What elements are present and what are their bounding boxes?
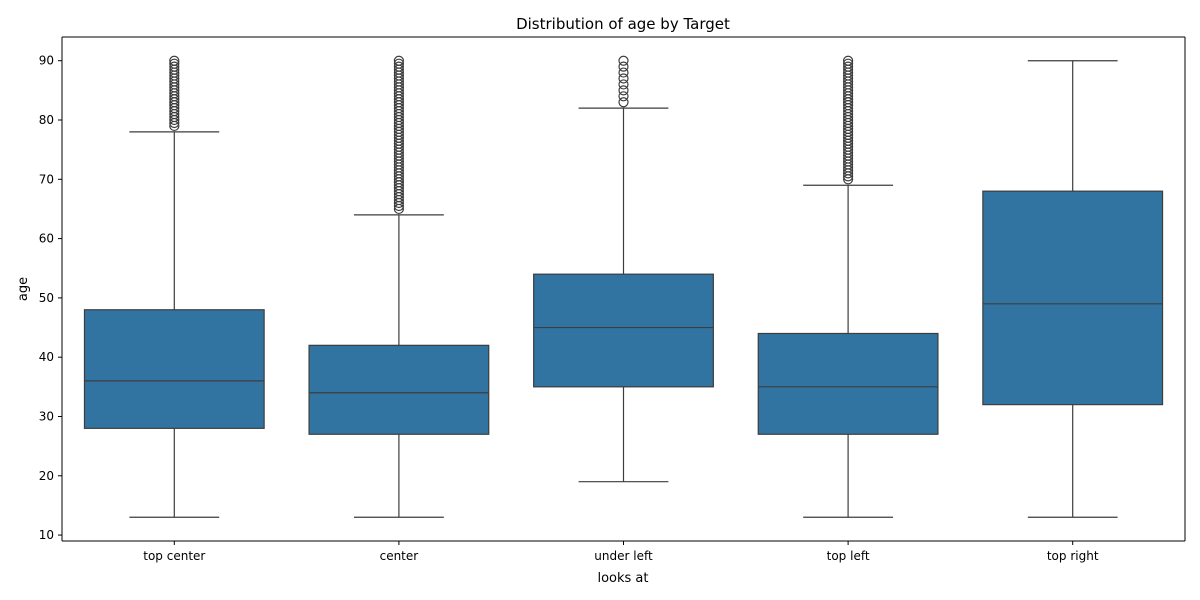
x-tick-label: center <box>380 549 419 563</box>
x-tick-label: top right <box>1047 549 1099 563</box>
outlier-point <box>842 58 854 69</box>
outlier-point <box>393 61 404 72</box>
outlier-point <box>618 67 629 78</box>
x-tick-label: top left <box>827 549 870 563</box>
y-tick-label: 90 <box>39 54 54 68</box>
box-iqr <box>308 344 490 435</box>
outlier-point <box>618 61 629 72</box>
outlier-point <box>618 91 629 102</box>
box-iqr <box>83 309 265 429</box>
y-tick-label: 40 <box>39 350 54 364</box>
box-iqr <box>533 273 714 388</box>
box-iqr <box>982 190 1164 406</box>
box-iqr <box>757 332 939 435</box>
chart-title: Distribution of age by Target <box>516 15 730 33</box>
y-axis-label: age <box>16 277 31 301</box>
x-tick-label: top center <box>143 549 205 563</box>
outlier-point <box>618 85 629 96</box>
y-tick-label: 30 <box>39 409 54 423</box>
outlier-point <box>169 61 180 72</box>
y-tick-label: 10 <box>39 528 54 542</box>
y-tick-label: 80 <box>39 113 54 127</box>
outlier-point <box>393 58 404 69</box>
y-tick-label: 20 <box>39 469 54 483</box>
x-tick-label: under left <box>594 549 653 563</box>
outlier-point <box>842 55 854 66</box>
outlier-point <box>393 55 404 66</box>
y-tick-label: 50 <box>39 291 54 305</box>
outlier-point <box>618 79 629 90</box>
outlier-point <box>169 58 180 69</box>
y-tick-label: 70 <box>39 172 54 186</box>
outlier-point <box>618 55 629 66</box>
outlier-point <box>618 97 629 108</box>
plot-area: 10 20 30 40 50 60 70 80 90 top center center under … <box>39 36 1186 563</box>
outlier-point <box>169 55 180 66</box>
outlier-point <box>842 61 854 72</box>
x-axis-label: looks at <box>597 571 648 586</box>
outlier-point <box>618 73 629 84</box>
y-tick-label: 60 <box>39 232 54 246</box>
